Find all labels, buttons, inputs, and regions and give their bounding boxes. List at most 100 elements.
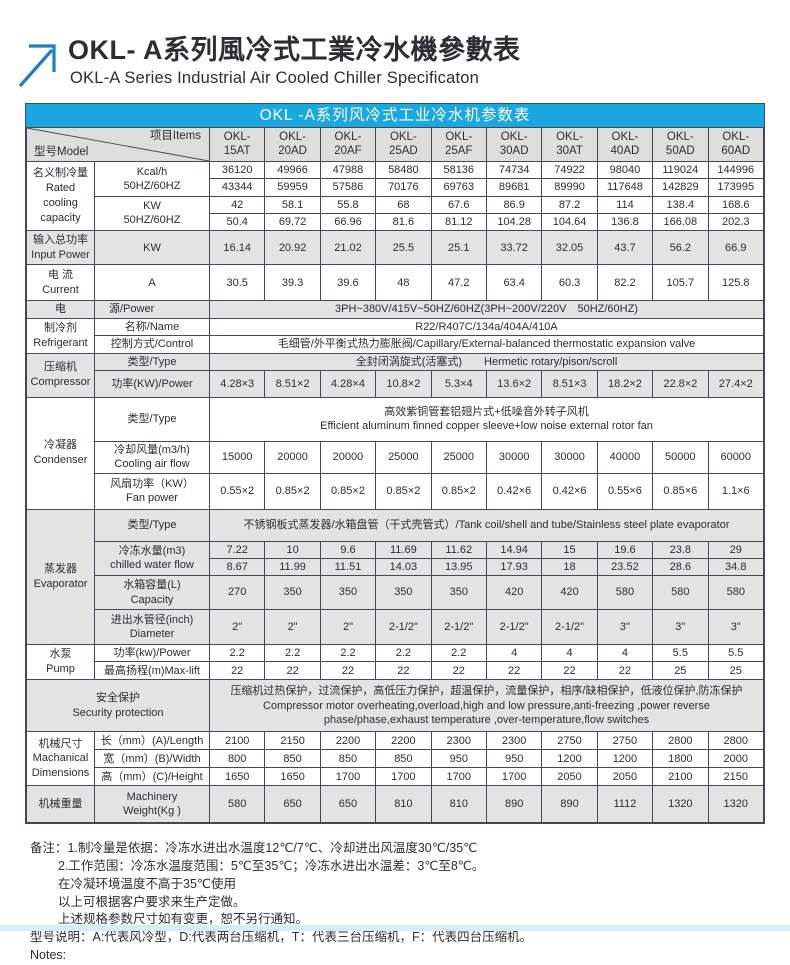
note-line: Notes:: [30, 947, 67, 962]
value-cell: 66.96: [319, 212, 377, 232]
value-cell: 20.92: [264, 230, 321, 266]
value-cell: 0.85×6: [652, 472, 709, 510]
value-cell: 5.5: [652, 644, 709, 663]
value-cell: 2300: [430, 731, 487, 751]
value-cell: 18.2×2: [596, 369, 654, 398]
value-cell: 22: [596, 661, 654, 681]
value-cell: 89681: [485, 178, 543, 197]
value-cell: 0.42×6: [485, 472, 543, 510]
value-cell: 2150: [264, 731, 321, 751]
value-cell: 173995: [707, 178, 765, 197]
value-cell: 1700: [430, 767, 487, 787]
value-cell: 1.1×6: [707, 472, 765, 510]
row-group-label: 冷凝器 Condenser: [26, 396, 95, 510]
value-cell: 22.8×2: [652, 369, 709, 398]
value-cell: 59959: [264, 178, 321, 197]
table-header-row: 型号Model 项目Items OKL-15AT OKL-20AD OKL-20…: [26, 127, 765, 162]
value-cell: 580: [652, 575, 709, 611]
table-row: 机械尺寸 Machanical Dimensions 长（mm）(A)/Leng…: [26, 731, 765, 787]
value-cell: 50000: [652, 440, 709, 474]
table-row: 风扇功率（KW） Fan power 0.55×2 0.85×2 0.85×2 …: [27, 472, 765, 510]
value-cell: 58480: [375, 160, 432, 180]
table-row: 水箱容量(L) Capacity 270 350 350 350 350 420…: [27, 575, 765, 611]
row-label: 源/Power: [94, 300, 210, 320]
value-cell: 0.85×2: [319, 472, 377, 510]
value-cell: 650: [319, 785, 377, 824]
row-group-label: 电: [26, 300, 95, 320]
page-title: OKL- A系列風冷式工業冷水機參數表: [68, 35, 521, 65]
table-row: 控制方式/Control 毛细管/外平衡式热力膨胀阀/Capillary/Ext…: [27, 335, 764, 354]
row-label: 冷却风量(m3/h) Cooling air flow: [94, 440, 210, 474]
model-header: OKL-25AF: [430, 127, 487, 162]
value-cell: 69763: [430, 178, 487, 197]
value-cell: 98040: [596, 160, 654, 180]
value-cell: 22: [319, 661, 377, 681]
value-cell: 3": [707, 609, 765, 646]
note-line: 型号说明：A:代表风冷型，D:代表两台压缩机，T：代表三台压缩机，F：代表四台压…: [30, 930, 533, 945]
value-cell: 2.2: [208, 644, 266, 663]
value-cell: 67.6: [430, 195, 487, 214]
value-cell: 2.2: [375, 644, 432, 663]
table-row: 50.4 69.72 66.96 81.6 81.12 104.28 104.6…: [27, 212, 765, 232]
value-cell: 850: [319, 749, 377, 769]
row-label: A: [94, 264, 210, 302]
value-cell: 3": [652, 609, 709, 646]
value-cell: 13.6×2: [485, 369, 543, 398]
value-cell: 68: [375, 195, 432, 214]
merged-value-cell: 毛细管/外平衡式热力膨胀阀/Capillary/External-balance…: [209, 335, 764, 354]
row-group-label: 电 流 Current: [26, 264, 95, 302]
value-cell: 47988: [319, 160, 377, 180]
row-group-label: 安全保护 Security protection: [26, 679, 210, 733]
value-cell: 22: [541, 661, 598, 681]
page-bottom-strip: [0, 925, 790, 931]
table-row: 电 源/Power 3PH~380V/415V~50HZ/60HZ(3PH~20…: [26, 300, 764, 320]
table-row: 进出水管径(inch) Diameter 2" 2" 2" 2-1/2" 2-1…: [27, 609, 765, 646]
table-row: 安全保护 Security protection 压缩机过热保护，过流保护，高低…: [26, 679, 764, 733]
note-line: 上述规格参数尺寸如有变更，恕不另行通知。: [58, 912, 309, 927]
value-cell: 23.52: [596, 557, 654, 577]
value-cell: 800: [208, 749, 266, 769]
row-label: 最高扬程(m)Max-lift: [94, 661, 210, 681]
merged-value-cell: 高效紫铜管套铝翅片式+低噪音外转子风机 Efficient aluminum f…: [209, 396, 764, 442]
value-cell: 1200: [541, 749, 598, 769]
value-cell: 0.85×2: [375, 472, 432, 510]
value-cell: 87.2: [541, 195, 598, 214]
value-cell: 29: [707, 540, 765, 559]
value-cell: 22: [375, 661, 432, 681]
value-cell: 4.28×4: [319, 369, 377, 398]
value-cell: 2.2: [264, 644, 321, 663]
table-row: 输入总功率 Input Power KW 16.14 20.92 21.02 2…: [26, 230, 765, 266]
row-group-label: 名义制冷量 Rated cooling capacity: [26, 160, 95, 232]
value-cell: 420: [541, 575, 598, 611]
value-cell: 950: [430, 749, 487, 769]
table-row: 宽（mm）(B)/Width 800 850 850 850 950 950 1…: [27, 749, 765, 769]
value-cell: 890: [485, 785, 543, 824]
note-line: 在冷凝环境温度不高于35℃使用: [58, 876, 236, 891]
value-cell: 2200: [375, 731, 432, 751]
table-row: 蒸发器 Evaporator 类型/Type 不锈钢板式蒸发器/水箱盘管（干式壳…: [26, 508, 764, 646]
value-cell: 1700: [485, 767, 543, 787]
value-cell: 58136: [430, 160, 487, 180]
table-row: 冷凝器 Condenser 类型/Type 高效紫铜管套铝翅片式+低噪音外转子风…: [26, 396, 764, 510]
value-cell: 20000: [319, 440, 377, 474]
value-cell: 142829: [652, 178, 709, 197]
value-cell: 2": [319, 609, 377, 646]
value-cell: 22: [485, 661, 543, 681]
value-cell: 89990: [541, 178, 598, 197]
merged-value-cell: R22/R407C/134a/404A/410A: [209, 318, 764, 337]
value-cell: 74734: [485, 160, 543, 180]
value-cell: 1112: [596, 785, 654, 824]
spec-table-grid: 型号Model 项目Items OKL-15AT OKL-20AD OKL-20…: [26, 127, 765, 824]
value-cell: 11.62: [430, 540, 487, 559]
value-cell: 810: [430, 785, 487, 824]
value-cell: 2800: [707, 731, 765, 751]
value-cell: 850: [375, 749, 432, 769]
value-cell: 32.05: [541, 230, 598, 266]
diagonal-line: [27, 128, 209, 161]
value-cell: 30000: [541, 440, 598, 474]
page-header: OKL- A系列風冷式工業冷水機參數表 OKL-A Series Industr…: [0, 0, 790, 90]
value-cell: 15: [541, 540, 598, 559]
value-cell: 350: [264, 575, 321, 611]
value-cell: 136.8: [596, 212, 654, 232]
value-cell: 2150: [707, 767, 765, 787]
